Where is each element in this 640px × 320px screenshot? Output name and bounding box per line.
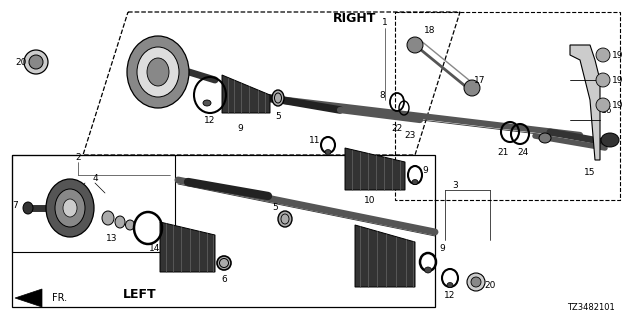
Ellipse shape — [102, 211, 114, 225]
Text: 23: 23 — [404, 131, 416, 140]
Ellipse shape — [601, 133, 619, 147]
Text: 10: 10 — [364, 196, 376, 204]
Polygon shape — [15, 289, 42, 307]
Ellipse shape — [23, 202, 33, 214]
Text: FR.: FR. — [52, 293, 67, 303]
Text: 13: 13 — [106, 234, 118, 243]
Text: 20: 20 — [484, 281, 496, 290]
Text: 16: 16 — [601, 106, 612, 115]
Text: 24: 24 — [517, 148, 529, 156]
Ellipse shape — [63, 199, 77, 217]
Ellipse shape — [115, 216, 125, 228]
Circle shape — [596, 73, 610, 87]
Text: TZ3482101: TZ3482101 — [567, 303, 615, 313]
Text: 5: 5 — [272, 203, 278, 212]
Text: 14: 14 — [149, 244, 161, 252]
Text: 8: 8 — [379, 91, 385, 100]
Ellipse shape — [278, 211, 292, 227]
Text: 20: 20 — [15, 58, 27, 67]
Ellipse shape — [217, 256, 231, 270]
Circle shape — [24, 50, 48, 74]
Circle shape — [471, 277, 481, 287]
Text: LEFT: LEFT — [123, 289, 157, 301]
Text: 15: 15 — [584, 167, 596, 177]
Ellipse shape — [325, 149, 331, 155]
Polygon shape — [345, 148, 405, 190]
Text: 2: 2 — [75, 153, 81, 162]
Text: 3: 3 — [452, 180, 458, 189]
Text: 9: 9 — [439, 244, 445, 252]
Circle shape — [467, 273, 485, 291]
Ellipse shape — [55, 189, 85, 227]
Text: 7: 7 — [12, 201, 18, 210]
Text: 18: 18 — [424, 26, 436, 35]
Ellipse shape — [424, 267, 431, 273]
Ellipse shape — [539, 133, 551, 143]
Ellipse shape — [447, 283, 453, 287]
Polygon shape — [222, 75, 270, 113]
Polygon shape — [570, 45, 600, 160]
Ellipse shape — [203, 100, 211, 106]
Text: 17: 17 — [474, 76, 486, 84]
Ellipse shape — [125, 220, 134, 230]
Text: 5: 5 — [275, 111, 281, 121]
Text: 12: 12 — [204, 116, 216, 124]
Ellipse shape — [272, 90, 284, 106]
Text: 21: 21 — [497, 148, 509, 156]
Circle shape — [407, 37, 423, 53]
Ellipse shape — [127, 36, 189, 108]
Text: 19: 19 — [612, 100, 624, 109]
Text: 22: 22 — [392, 124, 403, 132]
Text: 19: 19 — [612, 51, 624, 60]
Text: RIGHT: RIGHT — [333, 12, 377, 25]
Circle shape — [596, 98, 610, 112]
Polygon shape — [355, 225, 415, 287]
Circle shape — [596, 48, 610, 62]
Text: 11: 11 — [309, 135, 321, 145]
Text: 9: 9 — [237, 124, 243, 132]
Polygon shape — [160, 222, 215, 272]
Text: 4: 4 — [92, 173, 98, 182]
Circle shape — [464, 80, 480, 96]
Text: 19: 19 — [612, 76, 624, 84]
Text: 9: 9 — [422, 165, 428, 174]
Ellipse shape — [46, 179, 94, 237]
Ellipse shape — [147, 58, 169, 86]
Text: 1: 1 — [382, 18, 388, 27]
Ellipse shape — [412, 180, 418, 185]
Circle shape — [29, 55, 43, 69]
Text: 12: 12 — [444, 291, 456, 300]
Ellipse shape — [137, 47, 179, 97]
Text: 6: 6 — [221, 276, 227, 284]
